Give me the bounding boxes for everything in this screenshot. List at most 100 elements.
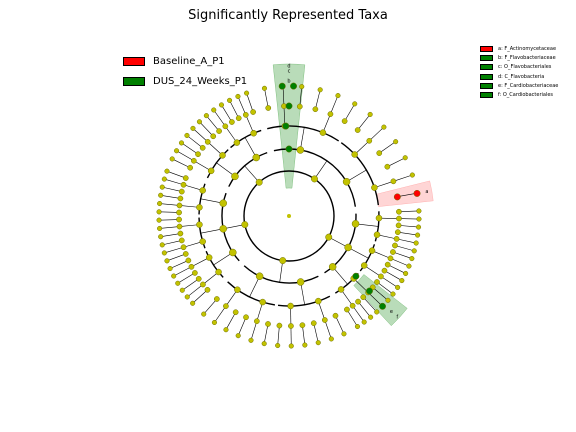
tree-node <box>328 263 337 271</box>
edge <box>324 319 332 340</box>
tree-node <box>233 139 241 146</box>
edge <box>159 226 180 229</box>
tree-node <box>219 199 227 207</box>
edge <box>176 150 195 162</box>
arc-order <box>359 244 376 272</box>
legend-label-dus: DUS_24_Weeks_P1 <box>153 75 248 87</box>
clade-swatch-d <box>480 73 493 80</box>
tree-node <box>161 250 167 256</box>
tree-node <box>325 233 333 241</box>
tree-node <box>285 145 293 153</box>
edge <box>340 289 353 306</box>
edge <box>299 86 303 107</box>
edge <box>393 174 413 182</box>
clade-letter-a: a <box>425 189 428 195</box>
tree-node <box>177 195 184 202</box>
clade-legend-item-d: d: C_Flavobacteria <box>480 72 558 81</box>
tree-node <box>241 221 249 229</box>
tree-node <box>259 298 266 306</box>
edge <box>374 181 394 188</box>
tree-node <box>351 220 360 228</box>
edge <box>346 309 358 327</box>
clade-label-a: a: F_Actinomycetaceae <box>498 45 557 52</box>
tree-node <box>384 261 391 268</box>
edge <box>369 126 385 142</box>
tree-node <box>177 230 184 237</box>
edge <box>246 93 254 113</box>
tree-node <box>332 312 339 319</box>
tree-node <box>265 321 271 327</box>
tree-node <box>179 287 185 293</box>
edge <box>314 160 328 180</box>
tree-node <box>344 306 350 313</box>
edge <box>376 281 394 295</box>
edge <box>398 210 419 213</box>
edge <box>256 301 263 322</box>
clade-sector-f <box>353 274 408 327</box>
tree-node <box>396 208 402 215</box>
tree-node <box>182 175 189 181</box>
tree-node <box>178 140 185 146</box>
tree-node <box>176 209 182 216</box>
edge <box>302 325 306 346</box>
arc-class <box>228 151 268 187</box>
clade-label-f: f: O_Cardiobacteriales <box>498 92 554 99</box>
clade-letter-b: b <box>287 79 290 85</box>
tree-node <box>187 164 194 171</box>
tree-node <box>351 151 358 158</box>
tree-node <box>253 318 260 325</box>
edge <box>192 128 208 143</box>
tree-node <box>195 275 202 282</box>
tree-node <box>243 314 249 321</box>
edge <box>191 257 210 268</box>
edge <box>364 265 382 277</box>
edge <box>160 233 181 238</box>
tree-node <box>252 153 261 162</box>
tree-node <box>360 262 368 269</box>
ring-phylum <box>243 170 335 262</box>
edge <box>379 141 396 154</box>
tree-node <box>299 84 305 90</box>
tree-node <box>199 238 206 245</box>
tree-node <box>395 222 402 229</box>
tree-node <box>248 337 254 343</box>
tree-node <box>311 175 318 183</box>
clade-label-e: e: F_Cardiobacteriaceae <box>498 82 559 89</box>
tree-node <box>385 297 391 303</box>
tree-node <box>164 168 170 174</box>
tree-node <box>180 244 187 251</box>
tree-node <box>255 178 263 186</box>
edge <box>203 298 218 315</box>
edge <box>159 211 180 213</box>
edge <box>164 178 184 186</box>
tree-node <box>409 256 415 262</box>
clade-letter-c: c <box>288 69 291 75</box>
tree-node <box>342 177 351 186</box>
tree-node <box>355 298 361 305</box>
tree-node <box>196 204 203 211</box>
tree-node <box>185 257 192 264</box>
edge <box>199 121 214 137</box>
edge <box>387 264 406 274</box>
tree-node <box>191 157 197 164</box>
edge <box>214 305 227 323</box>
legend-item-group-b: DUS_24_Weeks_P1 <box>123 71 247 91</box>
edge <box>225 312 236 330</box>
arc-class <box>243 265 319 284</box>
edge <box>398 225 419 228</box>
edge <box>279 260 284 283</box>
tree-node <box>399 278 405 284</box>
tree-node <box>184 132 190 138</box>
edge <box>363 296 377 313</box>
edge <box>237 96 247 115</box>
tree-node <box>390 249 396 255</box>
tree-node <box>244 90 250 96</box>
tree-node <box>296 146 305 154</box>
edge <box>300 127 305 151</box>
tree-node <box>158 192 164 198</box>
tree-edges <box>159 86 419 346</box>
edge <box>277 325 280 346</box>
edge <box>202 271 219 285</box>
edge <box>216 162 236 177</box>
edge <box>244 137 257 158</box>
